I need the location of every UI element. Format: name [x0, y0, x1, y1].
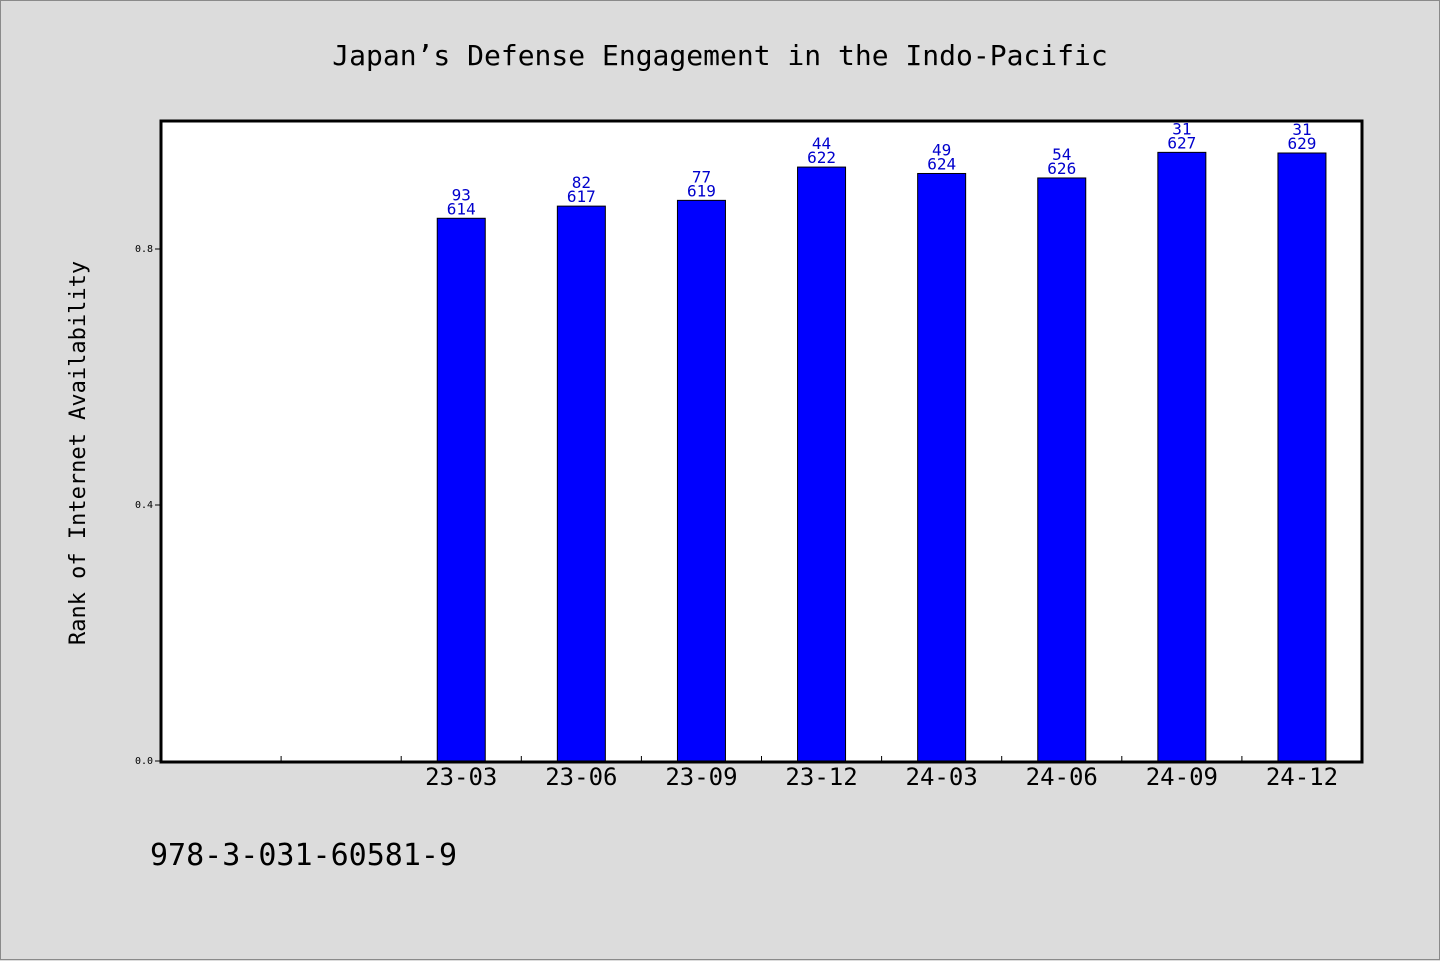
data-label-top: 31: [1292, 120, 1311, 139]
x-tick-label: 23-06: [545, 763, 617, 791]
chart-title: Japan’s Defense Engagement in the Indo-P…: [332, 39, 1107, 72]
axis-ticks: 0.0 0.4 0.8 23-03 23-06 23-09 23-12 24-03 24-06 2…: [135, 244, 1338, 791]
data-label-top: 49: [932, 140, 951, 159]
data-label-top: 44: [812, 134, 831, 153]
x-tick-label: 23-09: [665, 763, 737, 791]
plot-border: [159, 119, 1364, 764]
data-label-top: 54: [1052, 145, 1071, 164]
y-tick-label: 0.4: [135, 500, 153, 511]
data-label-bottom: 626: [1047, 159, 1076, 178]
x-tick-label: 24-12: [1266, 763, 1338, 791]
data-label-bottom: 629: [1287, 134, 1316, 153]
bar: [797, 166, 847, 762]
data-label-top: 93: [452, 185, 471, 204]
bar: [436, 217, 486, 762]
data-label-bottom: 617: [567, 187, 596, 206]
footer-isbn: 978-3-031-60581-9: [150, 838, 457, 873]
data-label-top: 31: [1172, 119, 1191, 138]
data-label-bottom: 627: [1167, 133, 1196, 152]
y-tick-label: 0.8: [135, 244, 153, 255]
x-tick-label: 23-03: [425, 763, 497, 791]
bar: [1037, 177, 1087, 762]
data-label-top: 82: [572, 173, 591, 192]
data-label-top: 77: [692, 167, 711, 186]
data-label-bottom: 624: [927, 154, 956, 173]
data-label-bottom: 622: [807, 148, 836, 167]
x-tick-label: 23-12: [785, 763, 857, 791]
data-label-bottom: 614: [447, 199, 476, 218]
bar: [1157, 151, 1207, 762]
bar: [917, 172, 967, 762]
x-tick-label: 24-06: [1026, 763, 1098, 791]
data-label-bottom: 619: [687, 181, 716, 200]
bar: [676, 199, 726, 762]
x-tick-label: 24-03: [906, 763, 978, 791]
y-axis-label: Rank of Internet Availability: [66, 261, 91, 645]
bar: [556, 205, 606, 762]
x-tick-label: 24-09: [1146, 763, 1218, 791]
bar: [1277, 152, 1327, 762]
y-tick-label: 0.0: [135, 756, 153, 767]
